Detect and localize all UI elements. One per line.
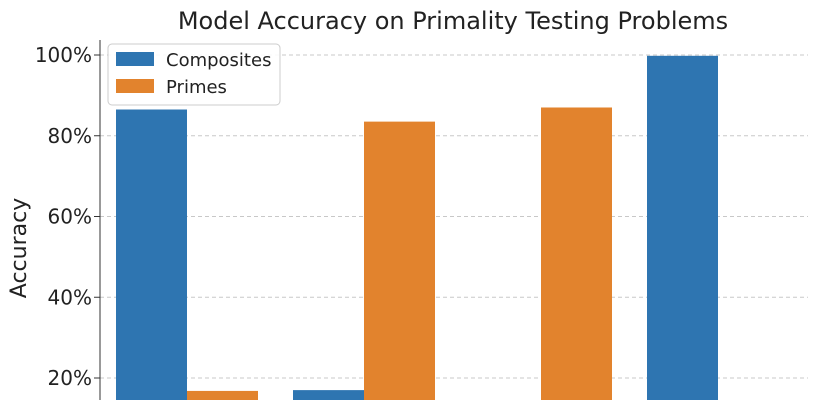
bar-composites: [647, 55, 718, 400]
legend-swatch-composites: [116, 52, 154, 66]
chart-title: Model Accuracy on Primality Testing Prob…: [178, 7, 728, 35]
bar-primes: [364, 121, 435, 400]
y-tick-label: 40%: [48, 285, 92, 309]
legend: Composites Primes: [107, 43, 281, 106]
legend-swatch-primes: [116, 79, 154, 93]
legend-label-primes: Primes: [166, 77, 227, 98]
y-ticks: 20% 40% 60% 80% 100%: [35, 43, 100, 390]
bar-composites: [293, 390, 364, 400]
y-axis-label: Accuracy: [7, 198, 32, 298]
bar-primes: [187, 390, 258, 400]
y-tick-label: 20%: [48, 366, 92, 390]
y-tick-label: 80%: [48, 124, 92, 148]
bars: [116, 55, 718, 400]
y-tick-label: 100%: [35, 43, 92, 67]
y-tick-label: 60%: [48, 205, 92, 229]
bar-composites: [116, 109, 187, 400]
bar-primes: [541, 107, 612, 400]
legend-label-composites: Composites: [166, 50, 271, 71]
